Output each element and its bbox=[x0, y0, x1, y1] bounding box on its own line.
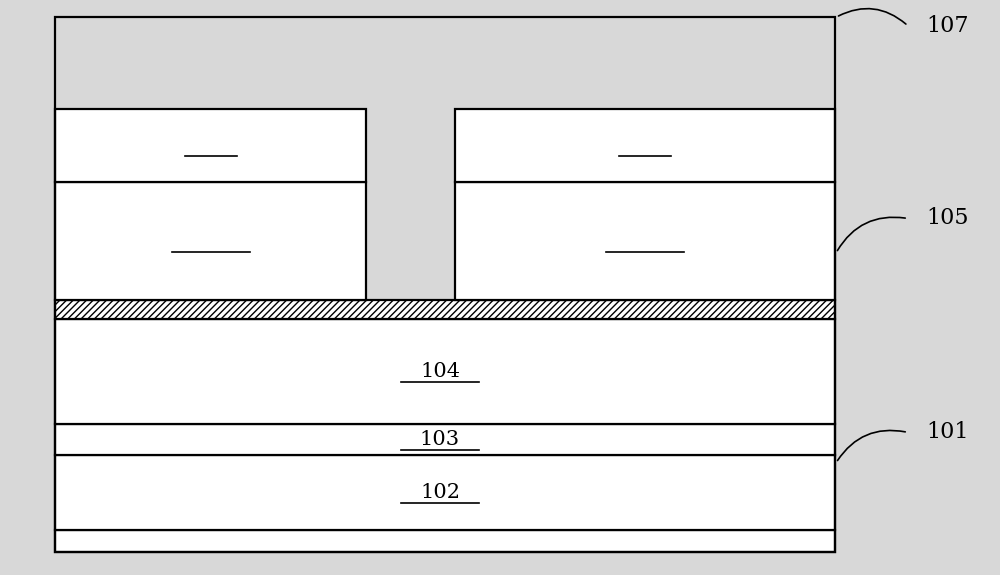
Text: 102: 102 bbox=[420, 483, 460, 503]
Text: 103: 103 bbox=[420, 430, 460, 449]
Bar bbox=[55, 455, 835, 530]
Bar bbox=[55, 182, 366, 300]
Bar bbox=[55, 17, 835, 552]
Bar bbox=[455, 109, 835, 182]
Bar bbox=[55, 300, 835, 319]
Bar bbox=[455, 182, 835, 300]
Text: 105: 105 bbox=[927, 208, 969, 229]
Text: PR: PR bbox=[630, 136, 660, 155]
Bar bbox=[55, 319, 835, 424]
Bar bbox=[55, 530, 835, 552]
Text: 104: 104 bbox=[420, 362, 460, 381]
Bar bbox=[55, 424, 835, 455]
Text: 101: 101 bbox=[927, 421, 969, 443]
Text: 107: 107 bbox=[927, 15, 969, 37]
Text: 106: 106 bbox=[190, 232, 230, 251]
Bar bbox=[55, 109, 366, 182]
Text: 106: 106 bbox=[625, 232, 665, 251]
Text: PR: PR bbox=[196, 136, 225, 155]
